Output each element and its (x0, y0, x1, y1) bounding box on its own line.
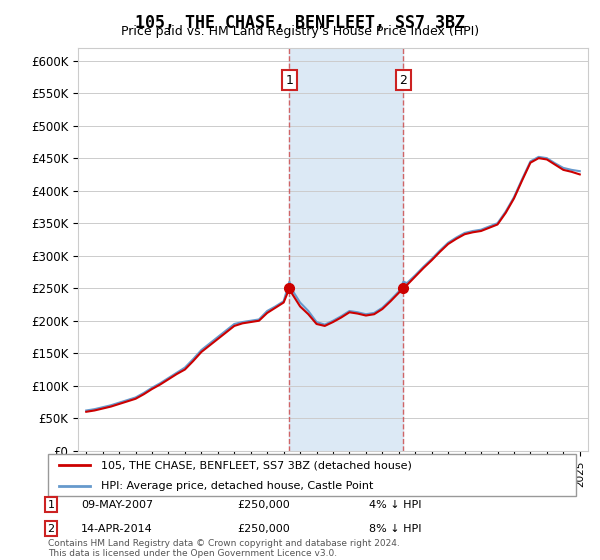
Text: 09-MAY-2007: 09-MAY-2007 (81, 500, 153, 510)
HPI: Average price, detached house, Castle Point: (2.02e+03, 4.52e+05): Average price, detached house, Castle Po… (535, 153, 542, 160)
HPI: Average price, detached house, Castle Point: (2.02e+03, 2.83e+05): Average price, detached house, Castle Po… (420, 263, 427, 270)
105, THE CHASE, BENFLEET, SS7 3BZ (detached house) (329, 319, 337, 325)
Text: Price paid vs. HM Land Registry's House Price Index (HPI): Price paid vs. HM Land Registry's House … (121, 25, 479, 38)
Text: 2: 2 (47, 524, 55, 534)
Text: 105, THE CHASE, BENFLEET, SS7 3BZ (detached house): 105, THE CHASE, BENFLEET, SS7 3BZ (detac… (101, 460, 412, 470)
HPI: Average price, detached house, Castle Point: (2.01e+03, 2e+05): Average price, detached house, Castle Po… (329, 318, 337, 324)
105, THE CHASE, BENFLEET, SS7 3BZ (detached house) (313, 321, 320, 328)
HPI: Average price, detached house, Castle Point: (2e+03, 6.2e+04): Average price, detached house, Castle Po… (83, 407, 90, 414)
Text: This data is licensed under the Open Government Licence v3.0.: This data is licensed under the Open Gov… (48, 549, 337, 558)
105, THE CHASE, BENFLEET, SS7 3BZ (detached house) (223, 329, 230, 336)
Text: 1: 1 (47, 500, 55, 510)
Text: 105, THE CHASE, BENFLEET, SS7 3BZ: 105, THE CHASE, BENFLEET, SS7 3BZ (135, 14, 465, 32)
Bar (289, 48, 403, 451)
Text: Contains HM Land Registry data © Crown copyright and database right 2024.: Contains HM Land Registry data © Crown c… (48, 539, 400, 548)
Text: 2: 2 (400, 73, 407, 87)
Line: 105, THE CHASE, BENFLEET, SS7 3BZ (detached house): 105, THE CHASE, BENFLEET, SS7 3BZ (detac… (86, 158, 580, 412)
105, THE CHASE, BENFLEET, SS7 3BZ (detached house) (568, 169, 575, 175)
105, THE CHASE, BENFLEET, SS7 3BZ (detached house) (420, 265, 427, 272)
105, THE CHASE, BENFLEET, SS7 3BZ (detached house) (83, 408, 90, 415)
105, THE CHASE, BENFLEET, SS7 3BZ (detached house) (239, 320, 246, 326)
105, THE CHASE, BENFLEET, SS7 3BZ (detached house) (576, 171, 583, 178)
Text: £250,000: £250,000 (237, 524, 290, 534)
FancyBboxPatch shape (48, 454, 576, 496)
HPI: Average price, detached house, Castle Point: (2.02e+03, 4.32e+05): Average price, detached house, Castle Po… (568, 166, 575, 173)
Text: 8% ↓ HPI: 8% ↓ HPI (369, 524, 421, 534)
105, THE CHASE, BENFLEET, SS7 3BZ (detached house) (535, 155, 542, 161)
HPI: Average price, detached house, Castle Point: (2.02e+03, 4.3e+05): Average price, detached house, Castle Po… (576, 168, 583, 175)
HPI: Average price, detached house, Castle Point: (2e+03, 1.85e+05): Average price, detached house, Castle Po… (223, 327, 230, 334)
Line: HPI: Average price, detached house, Castle Point: HPI: Average price, detached house, Cast… (86, 157, 580, 410)
Text: 4% ↓ HPI: 4% ↓ HPI (369, 500, 421, 510)
HPI: Average price, detached house, Castle Point: (2e+03, 1.98e+05): Average price, detached house, Castle Po… (239, 319, 246, 325)
Text: 14-APR-2014: 14-APR-2014 (81, 524, 153, 534)
Text: HPI: Average price, detached house, Castle Point: HPI: Average price, detached house, Cast… (101, 482, 373, 491)
HPI: Average price, detached house, Castle Point: (2.01e+03, 1.98e+05): Average price, detached house, Castle Po… (313, 319, 320, 325)
Text: 1: 1 (286, 73, 293, 87)
Text: £250,000: £250,000 (237, 500, 290, 510)
